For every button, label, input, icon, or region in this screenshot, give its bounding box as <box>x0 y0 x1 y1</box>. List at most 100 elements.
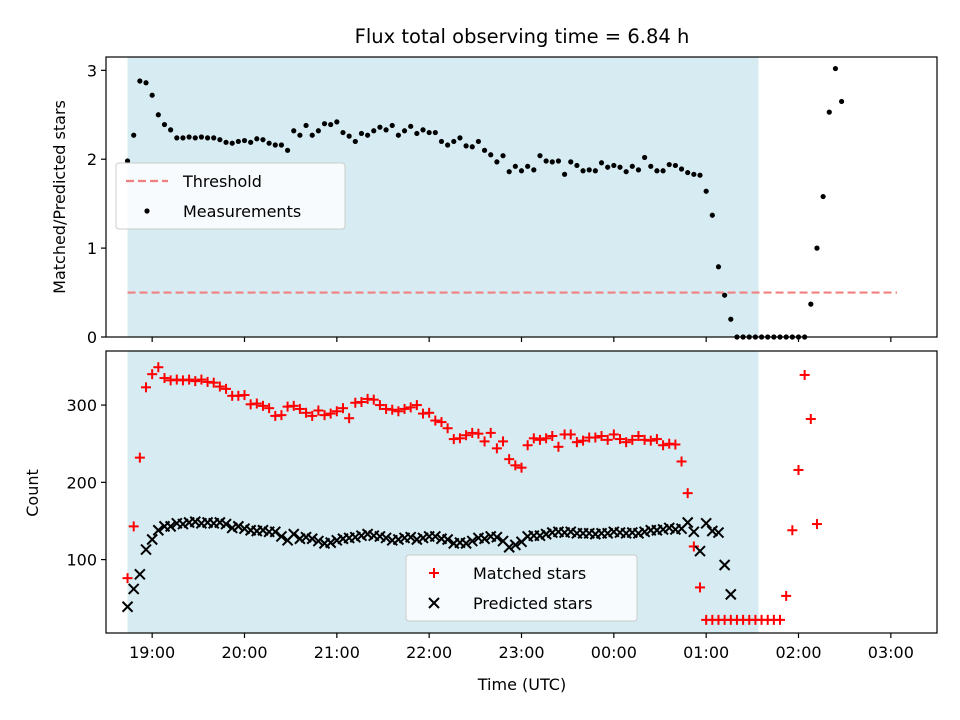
matched-star-point <box>307 410 318 421</box>
top-y-tick-label: 1 <box>87 239 97 258</box>
measurement-point <box>365 132 371 138</box>
legend-matched-swatch <box>429 568 439 578</box>
bottom-legend-box <box>405 554 638 622</box>
matched-star-point <box>393 406 404 417</box>
matched-star-point <box>374 400 385 411</box>
matched-star-point <box>651 434 662 445</box>
measurement-point <box>660 168 666 174</box>
matched-star-point <box>368 394 379 405</box>
measurement-point <box>697 172 703 178</box>
measurement-point <box>666 161 672 168</box>
measurement-point <box>635 167 642 173</box>
predicted-star-point <box>121 601 134 613</box>
measurement-point <box>518 168 525 174</box>
predicted-star-point <box>404 531 417 543</box>
matched-star-point <box>454 433 465 444</box>
matched-star-point <box>288 400 299 411</box>
legend-measurements-swatch <box>144 208 150 214</box>
measurement-point <box>586 167 592 173</box>
measurement-point <box>315 128 321 134</box>
predicted-star-point <box>312 535 325 547</box>
matched-star-point <box>516 462 527 473</box>
measurement-point <box>186 134 192 140</box>
measurement-point <box>174 135 180 141</box>
matched-star-point <box>405 402 416 413</box>
x-tick-label: 01:00 <box>683 643 729 662</box>
measurement-point <box>685 169 691 176</box>
predicted-star-point <box>688 526 700 538</box>
bottom-y-tick-label: 200 <box>66 473 97 492</box>
predicted-star-point <box>380 532 392 544</box>
measurement-point <box>383 127 389 133</box>
measurement-point <box>414 130 420 137</box>
legend-threshold-label: Threshold <box>182 172 262 191</box>
measurement-point <box>703 188 709 194</box>
measurement-point <box>537 153 543 159</box>
matched-star-point <box>596 430 607 441</box>
measurement-point <box>192 135 198 141</box>
measurement-point <box>605 164 611 170</box>
measurement-point <box>820 193 826 200</box>
matched-star-point <box>571 437 582 448</box>
measurement-point <box>691 171 697 177</box>
matched-star-point <box>134 452 145 463</box>
predicted-star-point <box>134 568 146 580</box>
measurement-point <box>580 168 586 174</box>
measurement-point <box>531 167 537 173</box>
measurement-point <box>371 128 377 134</box>
matched-star-point <box>461 430 472 441</box>
matched-star-point <box>473 428 484 439</box>
matched-star-point <box>479 436 490 447</box>
measurement-point <box>204 135 211 141</box>
measurement-point <box>475 138 482 145</box>
measurement-point <box>451 138 457 145</box>
measurement-point <box>377 124 383 130</box>
measurement-point <box>358 130 365 137</box>
matched-star-point <box>257 400 268 411</box>
measurement-point <box>235 138 241 145</box>
measurement-point <box>648 163 654 169</box>
matched-star-point <box>522 440 533 451</box>
measurement-point <box>838 98 845 105</box>
predicted-star-point <box>509 539 522 551</box>
measurement-point <box>131 132 137 138</box>
measurement-point <box>143 80 149 86</box>
matched-star-point <box>208 377 219 388</box>
predicted-star-point <box>269 526 281 538</box>
predicted-star-point <box>140 543 152 556</box>
measurement-point <box>715 264 722 270</box>
predicted-star-point <box>146 533 158 546</box>
bottom-y-tick-label: 300 <box>66 396 97 415</box>
x-tick-label: 03:00 <box>868 643 914 662</box>
measurement-point <box>722 292 728 298</box>
measurement-point <box>426 129 432 136</box>
x-tick-label: 22:00 <box>406 643 452 662</box>
measurement-point <box>469 144 475 150</box>
measurement-point <box>555 158 562 164</box>
predicted-star-point <box>681 516 694 529</box>
predicted-star-point <box>478 533 491 545</box>
matched-star-point <box>682 488 693 499</box>
top-legend-box <box>115 162 346 230</box>
matched-star-point <box>491 443 502 454</box>
bottom-series-0 <box>122 362 822 625</box>
legend-predicted-label: Predicted stars <box>473 594 593 613</box>
legend-predicted-swatch <box>428 597 440 609</box>
measurement-point <box>617 164 623 170</box>
predicted-star-point <box>232 520 245 533</box>
matched-star-point <box>276 410 287 421</box>
measurement-point <box>463 143 469 149</box>
top-legend: Threshold Measurements <box>115 162 346 230</box>
measurement-point <box>260 137 266 143</box>
matched-star-point <box>695 582 706 593</box>
measurement-point <box>826 109 832 115</box>
matched-star-point <box>331 406 342 417</box>
measurement-point <box>832 65 839 72</box>
matched-star-point <box>387 404 398 415</box>
measurement-point <box>525 163 531 169</box>
x-tick-label: 00:00 <box>591 643 637 662</box>
predicted-star-point <box>324 536 337 549</box>
measurement-point <box>438 138 445 145</box>
bottom-panel: 100 200 300 19:00 20:00 21:00 22:00 23:00 00:00 0… <box>66 350 938 662</box>
